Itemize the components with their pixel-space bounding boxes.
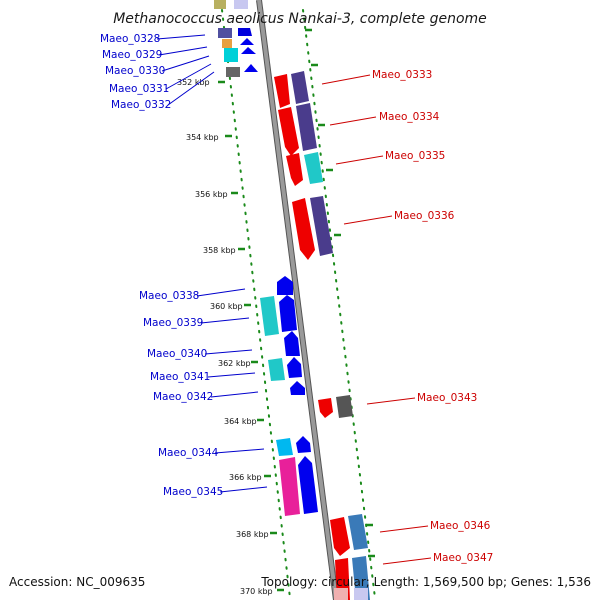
gene-label: Maeo_0330 [105, 65, 165, 77]
gene-0334b [296, 103, 317, 151]
gene-0341 [268, 358, 285, 381]
gene-top-lavender [234, 0, 248, 9]
reverse-genes-lower [330, 514, 370, 600]
gene-0332 [226, 67, 240, 77]
gene-label: Maeo_0335 [385, 150, 445, 162]
tick-label: 370 kbp [240, 587, 273, 596]
reverse-gene-labels: Maeo_0333 Maeo_0334 Maeo_0335 Maeo_0336 … [372, 69, 493, 564]
gene-label: Maeo_0331 [109, 83, 169, 95]
gene-label: Maeo_0329 [102, 49, 162, 61]
tick-label: 352 kbp [177, 78, 210, 87]
gene-0336b [310, 196, 333, 256]
gene-0335b [304, 152, 323, 184]
gene-label: Maeo_0345 [163, 486, 223, 498]
tick-label: 368 kbp [236, 530, 269, 539]
gene-0339 [279, 295, 297, 332]
gene-0329 [222, 39, 232, 48]
forward-genes-lower [276, 436, 318, 516]
gene-label: Maeo_0339 [143, 317, 203, 329]
gene-0346 [330, 517, 350, 556]
gene-label: Maeo_0332 [111, 99, 171, 111]
tick-label: 354 kbp [186, 133, 219, 142]
forward-genes-middle [260, 276, 305, 395]
gene-label: Maeo_0347 [433, 552, 493, 564]
dotted-tracks [221, 9, 376, 599]
gene-0345 [279, 457, 300, 516]
gene-bottom-lavender [354, 588, 368, 600]
gene-0343 [318, 398, 333, 418]
tick-marks [218, 80, 284, 592]
gene-bottom-pink [334, 588, 348, 600]
gene-label: Maeo_0336 [394, 210, 455, 222]
gene-0342 [290, 381, 305, 395]
tick-label: 358 kbp [203, 246, 236, 255]
top-partial-genes [214, 0, 258, 77]
gene-label: Maeo_0344 [158, 447, 219, 459]
forward-gene-labels: Maeo_0328 Maeo_0329 Maeo_0330 Maeo_0331 … [100, 33, 223, 498]
gene-0338 [277, 276, 293, 295]
gene-label: Maeo_0333 [372, 69, 432, 81]
gene-0346b [348, 514, 368, 550]
gene-0345b [298, 456, 318, 514]
reverse-leaders [321, 74, 432, 565]
gene-label: Maeo_0341 [150, 371, 210, 383]
forward-leaders [156, 34, 268, 493]
gene-0338b [260, 296, 279, 336]
gene-0333 [274, 74, 290, 108]
gene-0335 [286, 153, 303, 186]
tick-label: 362 kbp [218, 359, 251, 368]
tick-label: 356 kbp [195, 190, 228, 199]
gene-label: Maeo_0328 [100, 33, 160, 45]
gene-0341b [287, 357, 302, 378]
tick-label: 364 kbp [224, 417, 257, 426]
gene-0343b [336, 395, 353, 418]
outer-dotted-track [302, 9, 376, 599]
backbone [257, 0, 338, 600]
outer-tick-marks [305, 28, 375, 558]
tick-label: 360 kbp [210, 302, 243, 311]
reverse-genes-middle [318, 395, 353, 418]
gene-top-olive [214, 0, 226, 9]
gene-0330 [224, 48, 238, 62]
gene-0334 [278, 107, 299, 156]
map-title: Methanococcus aeolicus Nankai-3, complet… [113, 11, 487, 27]
gene-0333b [291, 71, 309, 104]
gene-0328 [218, 28, 232, 38]
tick-labels: 352 kbp 354 kbp 356 kbp 358 kbp 360 kbp … [177, 78, 273, 596]
gene-label: Maeo_0342 [153, 391, 213, 403]
tick-label: 366 kbp [229, 473, 262, 482]
gene-0340 [284, 331, 300, 356]
gene-0330b [241, 47, 256, 54]
gene-0336 [292, 198, 315, 260]
inner-dotted-track [221, 9, 291, 599]
accession-text: Accession: NC_009635 [9, 575, 145, 589]
summary-text: Topology: circular; Length: 1,569,500 bp… [260, 575, 591, 589]
gene-0344b [296, 436, 311, 453]
gene-label: Maeo_0346 [430, 520, 491, 532]
gene-0344 [276, 438, 293, 456]
gene-label: Maeo_0343 [417, 392, 477, 404]
gene-label: Maeo_0340 [147, 348, 207, 360]
gene-0329b [240, 38, 254, 45]
gene-0332b [244, 64, 258, 72]
gene-label: Maeo_0338 [139, 290, 199, 302]
gene-0328b [238, 28, 252, 36]
reverse-genes-upper [274, 71, 333, 260]
gene-label: Maeo_0334 [379, 111, 440, 123]
